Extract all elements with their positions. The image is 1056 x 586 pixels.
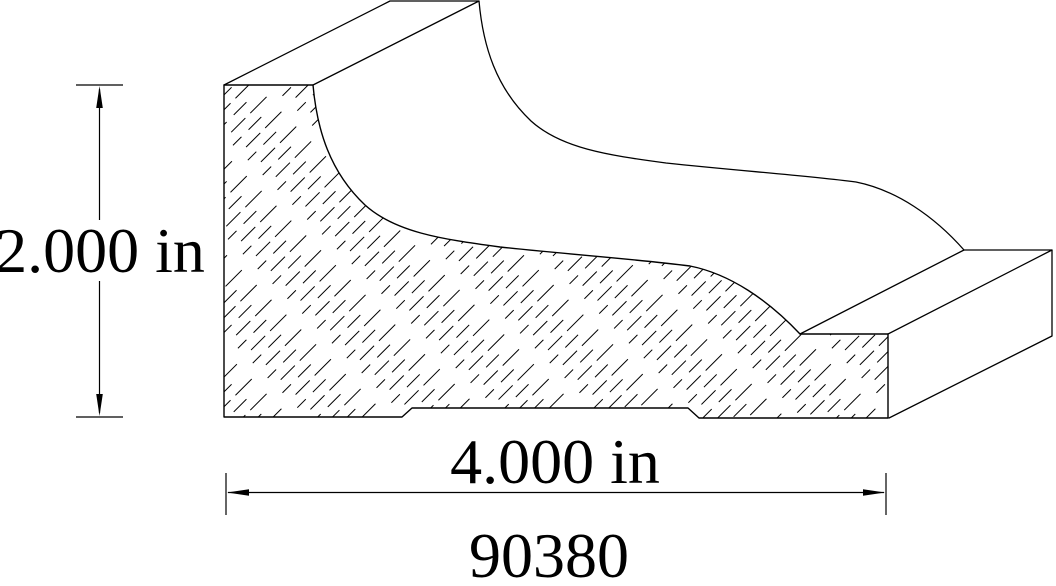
height-arrow-down (96, 394, 103, 416)
foot-end-face-edges (888, 249, 1053, 419)
width-arrow-right (863, 489, 885, 496)
height-arrow-up (96, 86, 103, 108)
height-dimension (76, 84, 123, 418)
width-dimension (225, 473, 887, 515)
height-dimension-label: 2.000 in (0, 215, 205, 286)
width-dimension-label: 4.000 in (450, 426, 660, 497)
top-face-edges (223, 0, 480, 86)
foot-top-face-edges (799, 249, 1053, 335)
back-profile-curve (478, 0, 965, 251)
width-extension-lines (225, 473, 887, 515)
height-extension-ticks (76, 84, 123, 418)
width-arrow-left (227, 489, 249, 496)
molding-cross-section-face (223, 84, 889, 419)
part-number: 90380 (469, 520, 629, 586)
